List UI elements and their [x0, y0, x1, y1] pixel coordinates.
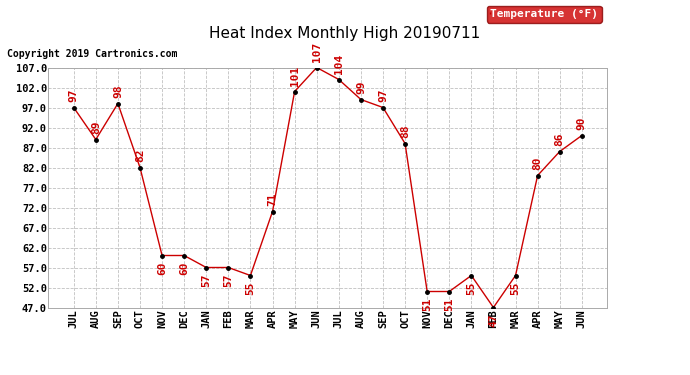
Text: 55: 55 — [246, 281, 255, 294]
Text: 57: 57 — [201, 273, 211, 286]
Text: 80: 80 — [533, 156, 542, 170]
Text: 88: 88 — [400, 124, 410, 138]
Text: 99: 99 — [356, 81, 366, 94]
Text: 104: 104 — [334, 54, 344, 74]
Text: 47: 47 — [489, 313, 498, 327]
Text: Copyright 2019 Cartronics.com: Copyright 2019 Cartronics.com — [7, 49, 177, 59]
Text: 86: 86 — [555, 132, 564, 146]
Text: 51: 51 — [444, 297, 454, 310]
Text: 97: 97 — [378, 88, 388, 102]
Text: 51: 51 — [422, 297, 432, 310]
Text: 101: 101 — [290, 66, 299, 86]
Legend: Temperature (°F): Temperature (°F) — [487, 6, 602, 22]
Text: 55: 55 — [466, 281, 476, 294]
Text: Heat Index Monthly High 20190711: Heat Index Monthly High 20190711 — [209, 26, 481, 41]
Text: 107: 107 — [312, 42, 322, 62]
Text: 55: 55 — [511, 281, 520, 294]
Text: 82: 82 — [135, 148, 145, 162]
Text: 89: 89 — [91, 120, 101, 134]
Text: 97: 97 — [69, 88, 79, 102]
Text: 98: 98 — [113, 84, 123, 98]
Text: 57: 57 — [224, 273, 233, 286]
Text: 71: 71 — [268, 192, 277, 206]
Text: 60: 60 — [179, 261, 189, 274]
Text: 60: 60 — [157, 261, 167, 274]
Text: 90: 90 — [577, 117, 586, 130]
